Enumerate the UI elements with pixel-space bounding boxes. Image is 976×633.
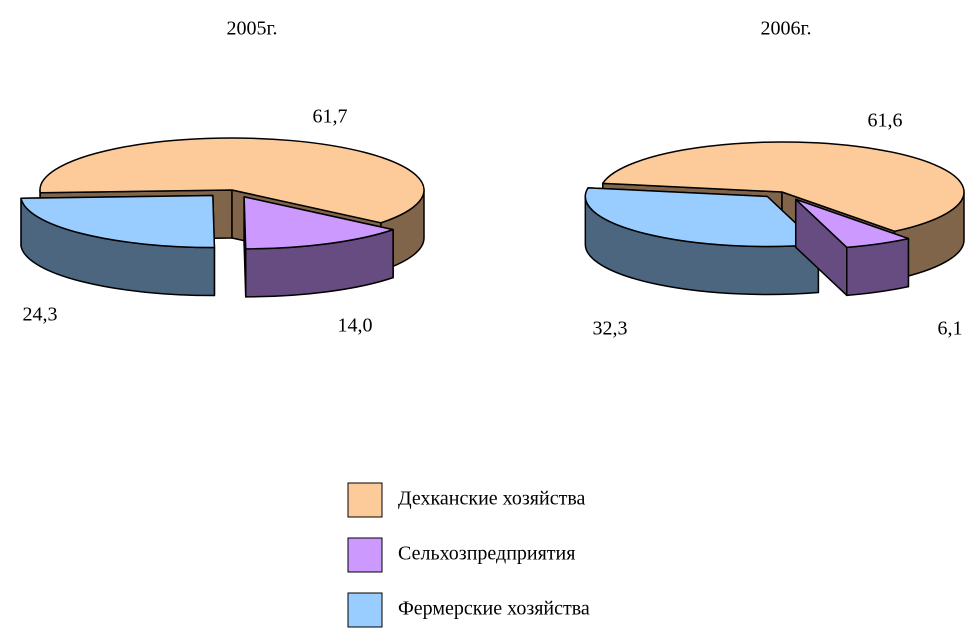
pie-slice	[243, 196, 394, 298]
legend-label: Фермерские хозяйства	[398, 598, 590, 620]
data-label: 14,0	[338, 315, 373, 337]
data-label: 61,6	[868, 110, 903, 132]
legend-swatch	[347, 482, 383, 518]
data-label: 32,3	[593, 318, 628, 340]
legend-label: Дехканские хозяйства	[398, 488, 586, 510]
data-label: 6,1	[938, 318, 963, 340]
pie-slice	[20, 194, 216, 297]
slice-top	[20, 194, 216, 249]
legend-label: Сельхозпредприятия	[398, 543, 575, 565]
chart-title: 2006г.	[761, 18, 812, 40]
pie-slice	[584, 187, 820, 296]
slice-top	[243, 196, 394, 250]
pie-slice	[794, 198, 910, 297]
legend-swatch	[347, 592, 383, 628]
slice-top	[39, 137, 425, 224]
slice-top	[602, 141, 965, 233]
data-label: 24,3	[23, 304, 58, 326]
slice-top	[794, 198, 910, 249]
chart-title: 2005г.	[227, 18, 278, 40]
legend-swatch	[347, 537, 383, 573]
data-label: 61,7	[313, 106, 348, 128]
slice-top	[584, 187, 820, 248]
